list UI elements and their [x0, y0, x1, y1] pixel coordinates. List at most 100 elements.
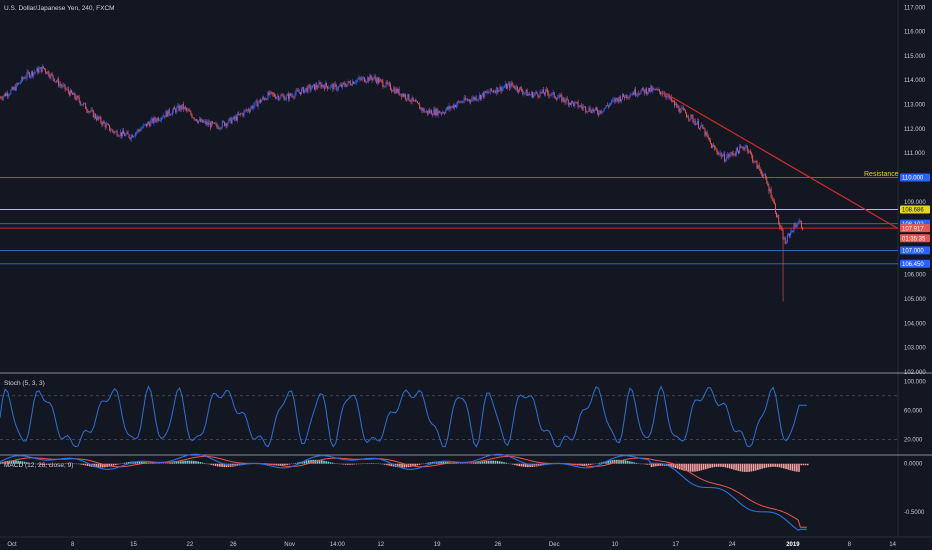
- candle-body: [207, 121, 209, 125]
- candle-body: [242, 113, 244, 116]
- candle-body: [517, 90, 519, 92]
- candle-body: [747, 151, 749, 152]
- candle-body: [342, 82, 344, 87]
- candle-body: [800, 221, 802, 228]
- candle-body: [380, 79, 382, 81]
- candle-body: [606, 105, 608, 106]
- candle-body: [139, 130, 141, 131]
- macd-histogram-bar: [700, 463, 703, 471]
- candle-body: [477, 98, 479, 100]
- candle-body: [270, 91, 272, 93]
- candle-body: [183, 107, 185, 110]
- macd-histogram-bar: [765, 463, 768, 468]
- candle-body: [216, 123, 218, 127]
- candle-body: [327, 86, 329, 89]
- macd-histogram-bar: [646, 463, 648, 465]
- candle-body: [290, 93, 292, 96]
- candle-body: [29, 75, 31, 78]
- candle-body: [641, 87, 643, 91]
- macd-histogram-bar: [429, 462, 432, 464]
- candle-body: [610, 103, 612, 105]
- candle-body: [125, 134, 127, 136]
- candle-body: [286, 94, 288, 96]
- candle-body: [440, 112, 442, 114]
- macd-histogram-bar: [49, 463, 52, 465]
- macd-histogram-bar: [611, 460, 614, 464]
- candle-body: [33, 72, 35, 76]
- candle-body: [335, 84, 337, 90]
- macd-histogram-bar: [316, 459, 319, 464]
- candle-body: [633, 89, 635, 95]
- candle-body: [582, 106, 584, 109]
- horizontal-levels[interactable]: [0, 177, 898, 265]
- candle-body: [731, 152, 733, 154]
- candle-body: [329, 87, 331, 89]
- stoch-title: Stoch (5, 3, 3): [4, 380, 45, 387]
- price-tick-label: 104.000: [904, 321, 926, 327]
- candle-body: [51, 73, 53, 76]
- stoch-tick-label: 100.000: [904, 379, 926, 385]
- time-axis-labels: Oct 8 15 22 26 Nov 14:00 12 19 26 Dec 10 17 24 2019 8 14: [7, 542, 896, 548]
- candle-body: [135, 132, 137, 136]
- trend-line[interactable]: [663, 91, 899, 230]
- candle-body: [123, 130, 125, 134]
- candle-body: [253, 105, 255, 109]
- macd-histogram-bar: [321, 460, 323, 464]
- candle-body: [386, 81, 388, 85]
- candle-body: [52, 75, 54, 79]
- candle-body: [501, 87, 503, 92]
- candle-body: [734, 153, 736, 155]
- candle-body: [655, 89, 657, 91]
- candle-body: [86, 109, 88, 111]
- candle-body: [716, 149, 718, 153]
- candle-body: [42, 66, 44, 69]
- macd-histogram-bar: [743, 463, 746, 472]
- candle-body: [527, 93, 529, 96]
- candle-body: [204, 121, 206, 122]
- candle-body: [321, 84, 323, 88]
- macd-histogram-bar: [444, 461, 447, 464]
- macd-histogram-bar: [668, 463, 670, 467]
- candle-body: [297, 90, 299, 93]
- candle-body: [348, 81, 350, 83]
- macd-histogram-bar: [420, 463, 423, 465]
- candle-body: [7, 93, 9, 97]
- candle-body: [677, 106, 679, 108]
- candle-body: [468, 99, 470, 101]
- candle-body: [35, 71, 37, 73]
- candle-body: [508, 83, 510, 85]
- time-tick-label: 24: [729, 542, 736, 548]
- macd-histogram-bar: [754, 463, 757, 471]
- candle-body: [740, 146, 742, 148]
- candle-body: [532, 92, 534, 98]
- candle-body: [789, 233, 791, 236]
- candle-body: [347, 81, 349, 85]
- macd-histogram-bar: [412, 463, 414, 467]
- candle-body: [438, 110, 440, 114]
- macd-histogram-bar: [661, 463, 664, 466]
- macd-histogram-bar: [774, 463, 776, 467]
- candle-body: [356, 79, 358, 83]
- candle-body: [778, 215, 780, 224]
- candle-body: [318, 82, 320, 88]
- macd-histogram-bar: [477, 462, 479, 464]
- candle-body: [465, 99, 467, 101]
- candle-body: [792, 231, 794, 232]
- candle-body: [483, 92, 485, 98]
- candle-body: [768, 186, 770, 192]
- macd-histogram-bar: [405, 463, 408, 468]
- macd-histogram-bar: [605, 461, 607, 464]
- macd-histogram-bar: [125, 462, 128, 464]
- candle-body: [611, 100, 613, 104]
- candle-body: [659, 91, 661, 94]
- candle-body: [96, 118, 98, 120]
- candle-body: [599, 110, 601, 115]
- price-tick-label: 116.000: [904, 30, 926, 36]
- candle-body: [221, 121, 223, 128]
- candle-body: [673, 100, 674, 102]
- candle-body: [39, 67, 41, 69]
- candle-body: [777, 215, 779, 218]
- candle-body: [771, 197, 773, 200]
- candle-body: [629, 95, 631, 98]
